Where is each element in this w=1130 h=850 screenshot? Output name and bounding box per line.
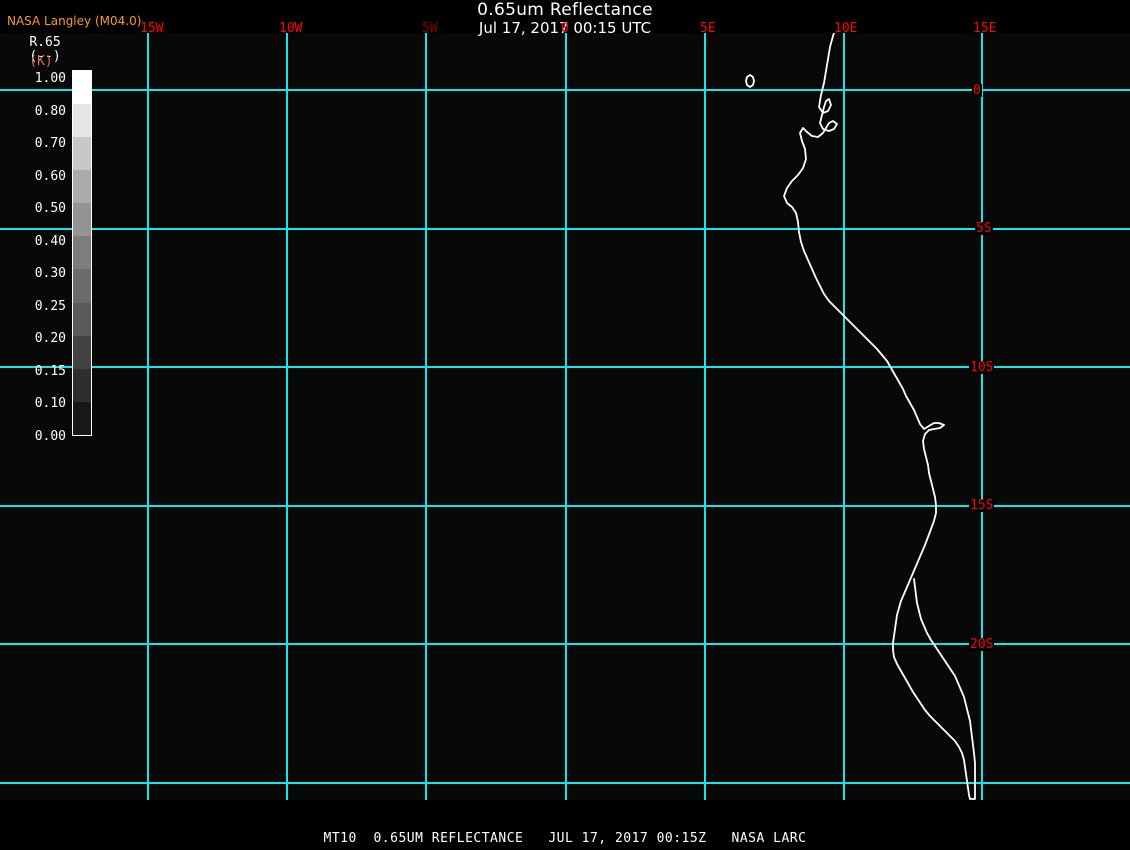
page-title: 0.65um Reflectance bbox=[477, 0, 653, 20]
status-bar-caption: MT10 0.65UM REFLECTANCE JUL 17, 2017 00:… bbox=[323, 831, 807, 846]
colorbar-tick-0-60: 0.60 bbox=[34, 169, 66, 184]
colorbar-gradient-strip[interactable] bbox=[72, 70, 92, 436]
lon-label-5w: 5W bbox=[422, 21, 438, 36]
colorbar-tick-0-30: 0.30 bbox=[34, 266, 66, 281]
lat-label-10s: 10S bbox=[969, 360, 995, 375]
colorbar-title: R.65 bbox=[29, 35, 61, 50]
colorbar-units-alt: (K) bbox=[29, 54, 53, 69]
colorbar-tick-0-25: 0.25 bbox=[34, 299, 66, 314]
colorbar-swatch-8 bbox=[73, 335, 91, 369]
coastline bbox=[745, 33, 976, 800]
lat-label-20s: 20S bbox=[969, 637, 995, 652]
colorbar-tick-0-70: 0.70 bbox=[34, 136, 66, 151]
colorbar-swatch-6 bbox=[73, 269, 91, 303]
colorbar-tick-0-10: 0.10 bbox=[34, 396, 66, 411]
graticule-lines bbox=[0, 33, 1130, 800]
nasa-langley-watermark: NASA Langley (M04.0) bbox=[7, 14, 142, 28]
lon-label-15e: 15E bbox=[973, 21, 997, 36]
colorbar-tick-0-20: 0.20 bbox=[34, 331, 66, 346]
lon-label-10w: 10W bbox=[279, 21, 303, 36]
colorbar-swatch-0 bbox=[73, 71, 91, 105]
lat-label-5s: 5S bbox=[975, 221, 993, 236]
colorbar-swatch-2 bbox=[73, 137, 91, 171]
lon-label-5e: 5E bbox=[700, 21, 716, 36]
colorbar-tick-0-50: 0.50 bbox=[34, 201, 66, 216]
colorbar-tick-1-00: 1.00 bbox=[34, 71, 66, 86]
colorbar-swatch-7 bbox=[73, 302, 91, 336]
colorbar-swatch-5 bbox=[73, 236, 91, 270]
lat-label-0: 0 bbox=[972, 83, 982, 98]
colorbar-swatch-10 bbox=[73, 401, 91, 435]
colorbar-tick-0-40: 0.40 bbox=[34, 234, 66, 249]
colorbar-units: (--) bbox=[29, 49, 61, 64]
lat-label-15s: 15S bbox=[969, 498, 995, 513]
colorbar-tick-0-80: 0.80 bbox=[34, 104, 66, 119]
colorbar-tick-0-00: 0.00 bbox=[34, 429, 66, 444]
map-canvas[interactable] bbox=[0, 33, 1130, 800]
colorbar-tick-0-15: 0.15 bbox=[34, 364, 66, 379]
lon-label-10e: 10E bbox=[834, 21, 858, 36]
colorbar-legend: R.65 (--) (K) 1.00 0.80 0.70 0.60 0.50 0… bbox=[14, 35, 92, 446]
colorbar-swatch-3 bbox=[73, 170, 91, 204]
page-subtitle-timestamp: Jul 17, 2017 00:15 UTC bbox=[478, 19, 652, 37]
lon-label-15w: 15W bbox=[140, 21, 164, 36]
colorbar-swatch-4 bbox=[73, 203, 91, 237]
colorbar-swatch-9 bbox=[73, 368, 91, 402]
colorbar-swatch-1 bbox=[73, 104, 91, 138]
lon-label-0: 0 bbox=[561, 21, 569, 36]
map-graphics bbox=[0, 33, 1130, 800]
